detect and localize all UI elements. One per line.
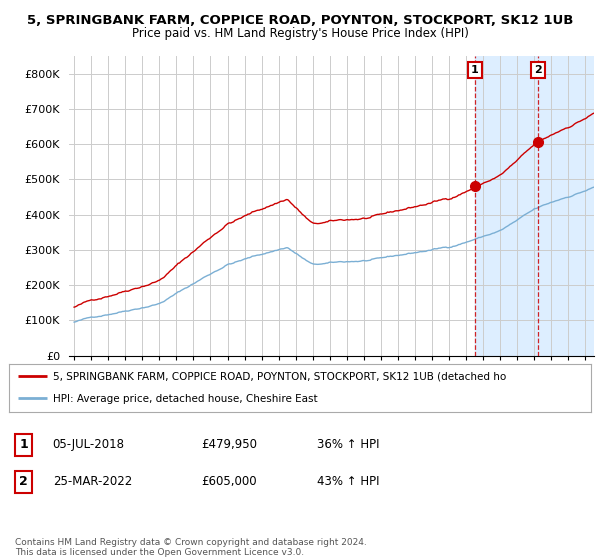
Text: 2: 2 <box>534 65 542 75</box>
Text: 5, SPRINGBANK FARM, COPPICE ROAD, POYNTON, STOCKPORT, SK12 1UB (detached ho: 5, SPRINGBANK FARM, COPPICE ROAD, POYNTO… <box>53 372 506 382</box>
Text: 1: 1 <box>19 438 28 451</box>
Text: £479,950: £479,950 <box>201 438 257 451</box>
Text: 25-MAR-2022: 25-MAR-2022 <box>53 475 132 488</box>
Text: 05-JUL-2018: 05-JUL-2018 <box>53 438 125 451</box>
Text: 36% ↑ HPI: 36% ↑ HPI <box>317 438 380 451</box>
Text: 43% ↑ HPI: 43% ↑ HPI <box>317 475 380 488</box>
Bar <box>475 56 600 356</box>
Text: HPI: Average price, detached house, Cheshire East: HPI: Average price, detached house, Ches… <box>53 394 317 404</box>
Text: 5, SPRINGBANK FARM, COPPICE ROAD, POYNTON, STOCKPORT, SK12 1UB: 5, SPRINGBANK FARM, COPPICE ROAD, POYNTO… <box>27 14 573 27</box>
Text: Price paid vs. HM Land Registry's House Price Index (HPI): Price paid vs. HM Land Registry's House … <box>131 27 469 40</box>
Text: Contains HM Land Registry data © Crown copyright and database right 2024.
This d: Contains HM Land Registry data © Crown c… <box>15 538 367 557</box>
Text: 2: 2 <box>19 475 28 488</box>
Text: £605,000: £605,000 <box>201 475 257 488</box>
Text: 1: 1 <box>471 65 479 75</box>
